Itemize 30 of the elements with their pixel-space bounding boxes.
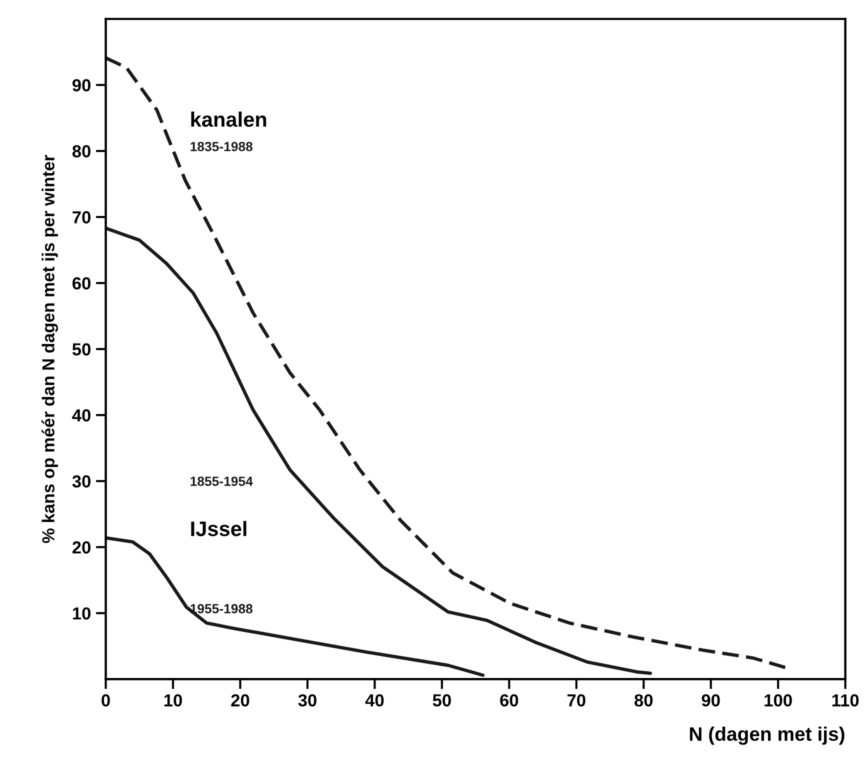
y-tick-label: 40 xyxy=(72,409,90,422)
x-tick-label: 20 xyxy=(231,694,250,707)
x-tick-label: 0 xyxy=(102,694,110,707)
series-label: 1835-1988 xyxy=(190,142,253,152)
line-series xyxy=(106,226,652,675)
text: 1855-1954 xyxy=(190,476,253,486)
y-tick-label: 50 xyxy=(72,343,90,356)
y-tick-label: 20 xyxy=(72,541,90,554)
y-axis-title: % kans op méér dan N dagen met ijs per winter xyxy=(42,154,58,544)
x-tick-label: 60 xyxy=(500,694,518,707)
y-tick-label: 90 xyxy=(72,79,90,92)
annotation: IJssel xyxy=(191,520,246,536)
x-tick-label: 110 xyxy=(832,694,859,707)
x-tick-label: 30 xyxy=(298,694,316,707)
x-tick-label: 100 xyxy=(764,694,792,707)
y-tick-label: 60 xyxy=(72,277,90,290)
y-tick-label: 30 xyxy=(72,475,90,488)
x-tick-label: 90 xyxy=(702,694,720,707)
y-tick-label: 80 xyxy=(72,145,90,158)
x-tick-label: 40 xyxy=(365,694,384,707)
x-tick-label: 80 xyxy=(634,694,653,707)
x-tick-label: 70 xyxy=(567,694,586,707)
y-tick-label: 70 xyxy=(72,211,90,224)
series-label: 1955-1988 xyxy=(190,604,253,614)
x-axis-title: N (dagen met ijs) xyxy=(690,726,844,745)
line-series xyxy=(106,536,485,677)
annotation: kanalen xyxy=(191,112,266,127)
y-tick-label: 10 xyxy=(72,607,90,620)
x-tick-label: 50 xyxy=(432,694,451,707)
x-tick-label: 10 xyxy=(164,694,182,707)
